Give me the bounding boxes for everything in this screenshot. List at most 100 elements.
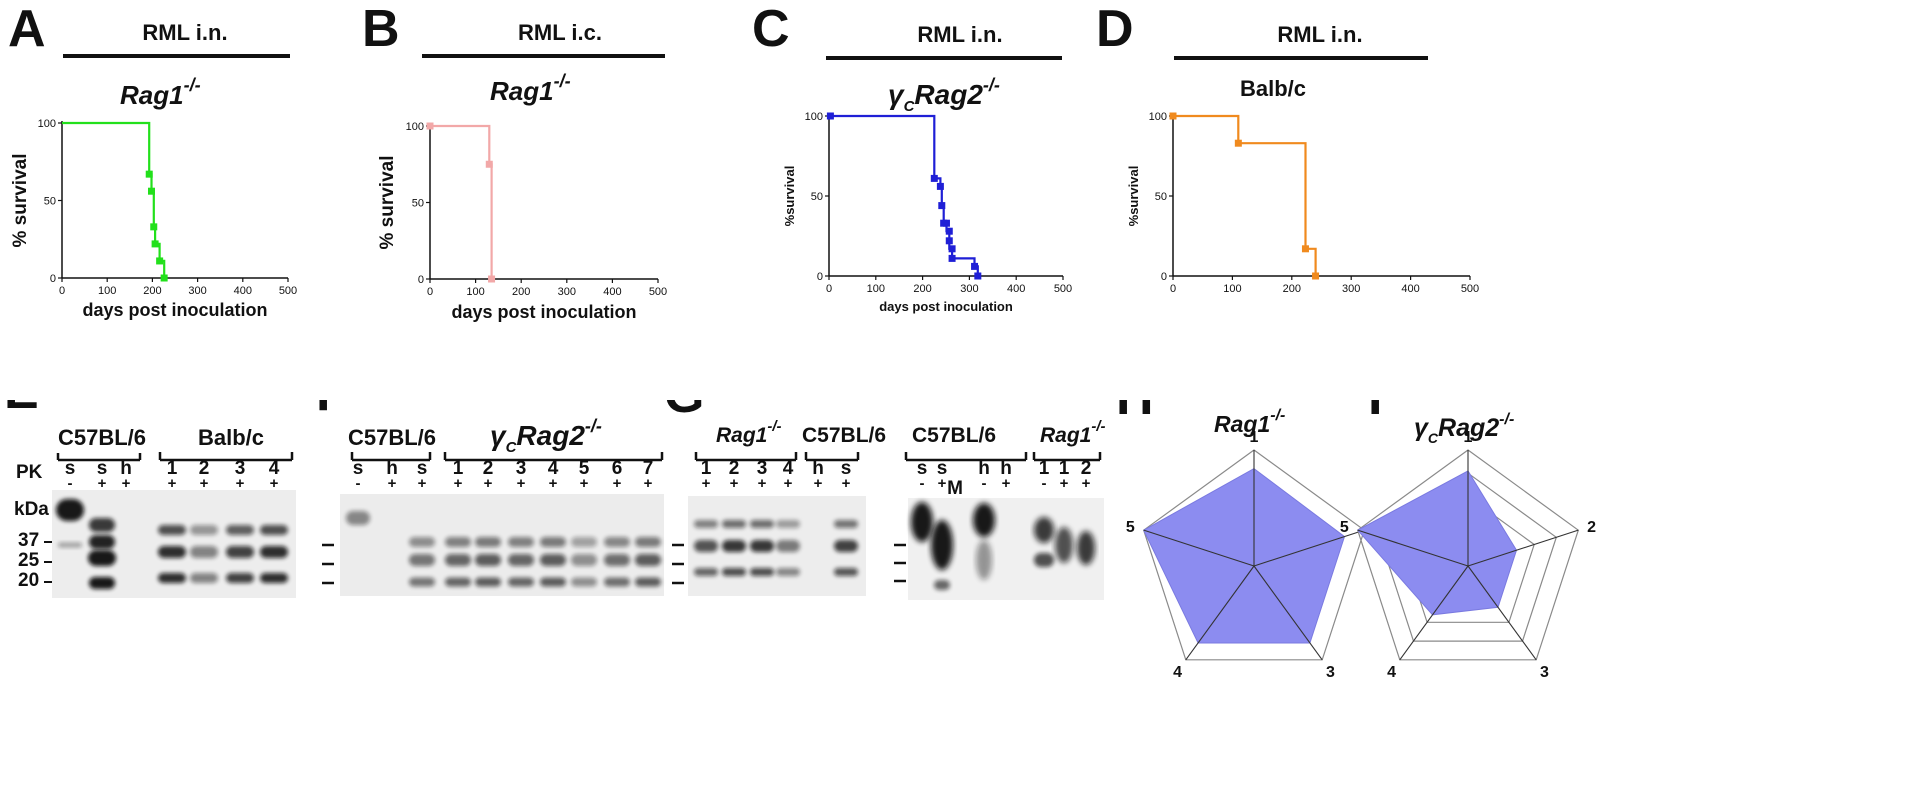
blot-band [158, 525, 186, 535]
lane-labels: 1+2+3+4+h+s+ [701, 458, 852, 492]
genotype-label: Rag1-/- [1214, 407, 1285, 437]
pk-sign: - [920, 475, 925, 492]
y-tick-label: 100 [805, 111, 823, 123]
y-tick-label: 100 [38, 118, 56, 130]
x-tick-label: 400 [234, 285, 252, 297]
blot-band [976, 540, 992, 580]
y-tick-label: 0 [418, 274, 424, 286]
blot-band [973, 503, 995, 537]
blot-band [158, 573, 186, 583]
blot-band [776, 520, 800, 528]
censor-marker [945, 237, 953, 245]
lane-label: s [841, 458, 852, 479]
pk-sign: + [580, 475, 589, 492]
blot-band [346, 511, 370, 525]
blot-band [722, 520, 746, 528]
blot-band [409, 577, 435, 587]
x-tick-label: 100 [867, 283, 885, 295]
genotype-label: γCRag2-/- [888, 75, 1000, 115]
blot-band [508, 554, 534, 566]
lane-label: h [120, 458, 132, 479]
pk-sign: + [1082, 475, 1091, 492]
pk-sign: + [814, 475, 823, 492]
pk-sign: - [68, 475, 73, 492]
radar-spoke [1253, 529, 1365, 567]
x-tick-label: 200 [512, 286, 530, 298]
blot-band [475, 577, 501, 587]
blot-band [604, 554, 630, 566]
marker-lane-label: M [947, 478, 963, 499]
x-tick-label: 300 [1342, 283, 1360, 295]
blot-band [226, 573, 254, 583]
group-bracket [56, 453, 142, 462]
blot-band [89, 577, 115, 589]
group-label: Rag1-/- [716, 418, 782, 447]
blot-band [158, 546, 186, 558]
blot-band [750, 520, 774, 528]
blot-band [58, 542, 82, 548]
blot-band [934, 580, 950, 590]
lane-label: s [417, 458, 428, 479]
pk-sign: + [758, 475, 767, 492]
blot-band [475, 537, 501, 547]
group-label: C57BL/6 [802, 424, 886, 447]
radar-axis-label: 1 [1464, 429, 1473, 446]
blot-band [571, 554, 597, 566]
panel-g: G Rag1-/- C57BL/6 1+2+3+4+h+s+ C57BL/6 R… [664, 400, 1106, 600]
blot-band [226, 525, 254, 535]
radar-axis-label: 4 [1387, 664, 1396, 681]
panel-i: I γCRag2-/- 1 2 3 4 5 [1340, 400, 1596, 681]
blot-band [89, 518, 115, 532]
x-tick-label: 400 [1401, 283, 1419, 295]
lane-label: 1 [1059, 458, 1070, 479]
y-tick-label: 0 [1161, 271, 1167, 283]
survival-plot-a: 0 100 200 300 400 500 0 50 100 days post inoculat… [10, 118, 297, 320]
radar-spoke [1253, 565, 1323, 661]
censor-marker [936, 182, 944, 190]
blot-band [409, 537, 435, 547]
lane-label: s [917, 458, 928, 479]
censor-marker [826, 112, 834, 120]
pk-sign: + [484, 475, 493, 492]
marker-label: 37 [18, 530, 39, 551]
genotype-label: γCRag2-/- [1414, 411, 1514, 446]
lane-label: 4 [269, 458, 280, 479]
blot-band [508, 577, 534, 587]
inoculation-header: RML i.n. [1277, 22, 1362, 47]
lane-labels: s-h+s+1+2+3+4+5+6+7+ [353, 458, 654, 492]
blot-band [604, 537, 630, 547]
blot-band [540, 554, 566, 566]
blot-band [635, 537, 661, 547]
blot-band [1077, 531, 1095, 565]
lane-label: 3 [516, 458, 527, 479]
blot-band [445, 537, 471, 547]
censor-marker [1301, 245, 1309, 253]
marker-label: 25 [18, 550, 40, 571]
x-tick-label: 0 [826, 283, 832, 295]
radar-spoke [1143, 529, 1255, 567]
blot-band [475, 554, 501, 566]
blot-band [571, 537, 597, 547]
censor-marker [1169, 112, 1177, 120]
survival-plot-b: 0 100 200 300 400 500 0 50 100 days post inoculat… [377, 121, 667, 322]
radar-axis-label: 5 [1126, 519, 1135, 536]
pk-sign: + [517, 475, 526, 492]
lane-label: 1 [1039, 458, 1050, 479]
survival-plot-d: 0 100 200 300 400 500 0 50 100 %survival [1126, 111, 1479, 295]
group-label: γCRag2-/- [490, 416, 602, 456]
x-tick-label: 200 [913, 283, 931, 295]
x-tick-label: 500 [1054, 283, 1072, 295]
pk-sign: + [454, 475, 463, 492]
pk-label: PK [16, 462, 43, 483]
x-tick-label: 0 [59, 285, 65, 297]
kda-label: kDa [14, 499, 49, 520]
blot-bands [56, 499, 288, 589]
survival-line [62, 121, 166, 278]
x-tick-label: 300 [960, 283, 978, 295]
radar-axis-label: 3 [1326, 664, 1335, 681]
group-bracket [158, 452, 294, 462]
censor-marker [930, 174, 938, 182]
y-tick-label: 100 [1149, 111, 1167, 123]
radar-ring [1356, 449, 1580, 661]
pk-sign: + [784, 475, 793, 492]
